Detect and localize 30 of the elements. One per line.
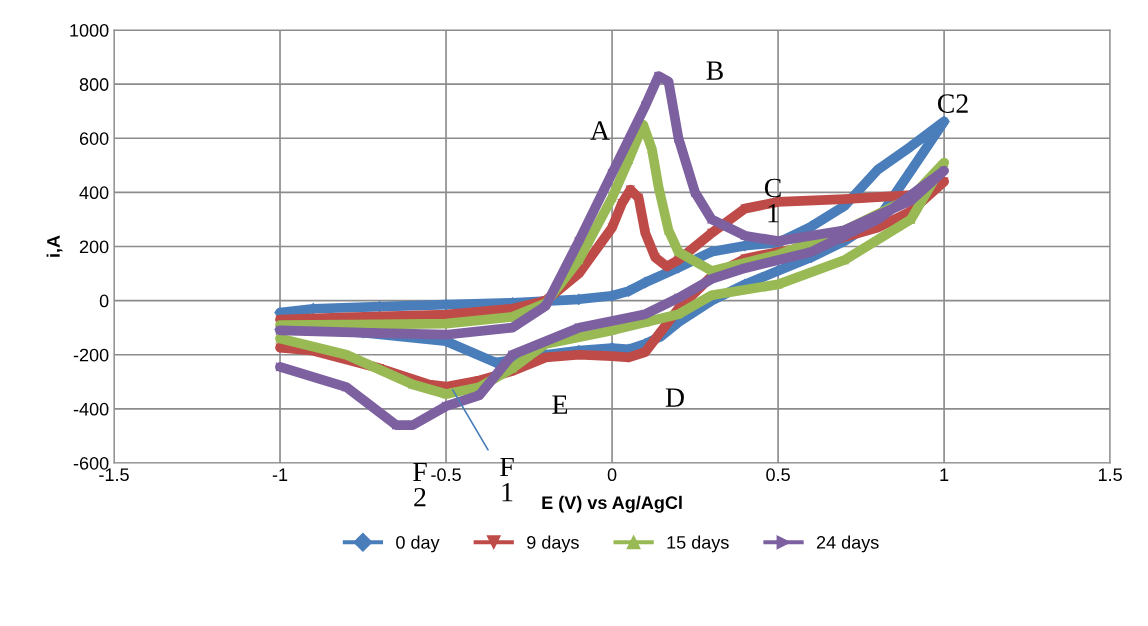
x-tick-label: -1 — [272, 468, 288, 481]
annotation: C2 — [937, 94, 968, 113]
annotation: E — [552, 395, 568, 414]
y-tick-label: 1000 — [70, 23, 109, 37]
x-tick-label: 0 — [607, 468, 617, 482]
x-tick-label: -0.5 — [431, 468, 461, 482]
y-tick-label: 600 — [79, 132, 109, 145]
x-tick-label: 0.5 — [766, 468, 790, 482]
y-tick-label: 400 — [79, 186, 109, 200]
y-axis-title: i,A — [46, 235, 63, 257]
annotation: F 2 — [413, 462, 427, 507]
legend-label: 9 days — [527, 535, 579, 553]
y-tick-label: 0 — [99, 294, 109, 308]
y-tick-label: -600 — [73, 456, 109, 470]
y-tick-label: 200 — [79, 240, 109, 254]
annotation: D — [665, 388, 684, 407]
x-tick-label: -1.5 — [99, 468, 129, 482]
legend-label: 15 days — [667, 535, 729, 553]
legend-label: 0 day — [396, 535, 440, 553]
y-tick-label: 800 — [79, 78, 109, 91]
annotation: F 1 — [500, 457, 514, 502]
x-tick-label: 1.5 — [1098, 468, 1122, 482]
annotation: A — [590, 121, 610, 140]
y-tick-label: -400 — [73, 402, 109, 416]
y-tick-label: -200 — [73, 348, 109, 362]
annotation: C 1 — [764, 178, 781, 223]
x-axis-title: E (V) vs Ag/AgCl — [542, 495, 682, 513]
annotation: B — [706, 61, 723, 80]
x-tick-label: 1 — [940, 468, 949, 481]
legend-label: 24 days — [816, 535, 879, 553]
